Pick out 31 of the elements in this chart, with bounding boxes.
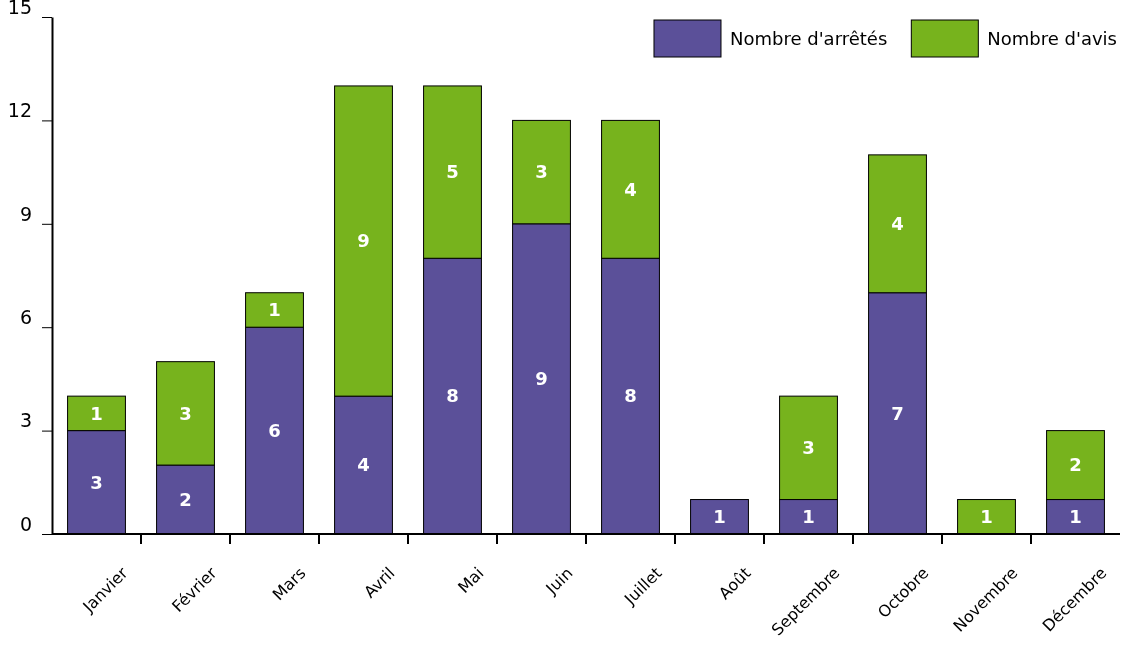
data-label: 8 (446, 385, 459, 407)
y-tick-label: 3 (19, 409, 32, 432)
y-tick-label: 9 (19, 202, 32, 225)
data-label: 3 (802, 437, 815, 459)
data-label: 1 (1069, 506, 1082, 528)
legend-label: Nombre d'arrêtés (729, 28, 888, 50)
y-tick-label: 6 (19, 305, 32, 328)
data-label: 2 (1069, 454, 1082, 476)
data-label: 3 (90, 471, 103, 493)
data-label: 5 (446, 161, 459, 183)
data-label: 7 (891, 402, 904, 424)
data-label: 9 (357, 230, 370, 252)
data-label: 1 (713, 506, 726, 528)
data-label: 6 (268, 419, 281, 441)
data-label: 9 (535, 368, 548, 390)
y-tick-label: 12 (7, 99, 32, 122)
y-tick-label: 15 (7, 0, 32, 18)
data-label: 3 (535, 161, 548, 183)
data-label: 4 (357, 454, 370, 476)
data-label: 2 (179, 488, 192, 510)
y-tick-label: 0 (19, 512, 32, 535)
data-label: 3 (179, 402, 192, 424)
x-tick-label: Mai (454, 563, 488, 597)
data-label: 8 (624, 385, 637, 407)
data-label: 4 (624, 178, 637, 200)
data-label: 1 (90, 402, 103, 424)
data-label: 1 (802, 506, 815, 528)
data-label: 1 (268, 299, 281, 321)
legend-label: Nombre d'avis (987, 28, 1117, 50)
data-label: 4 (891, 213, 904, 235)
data-label: 1 (980, 506, 993, 528)
